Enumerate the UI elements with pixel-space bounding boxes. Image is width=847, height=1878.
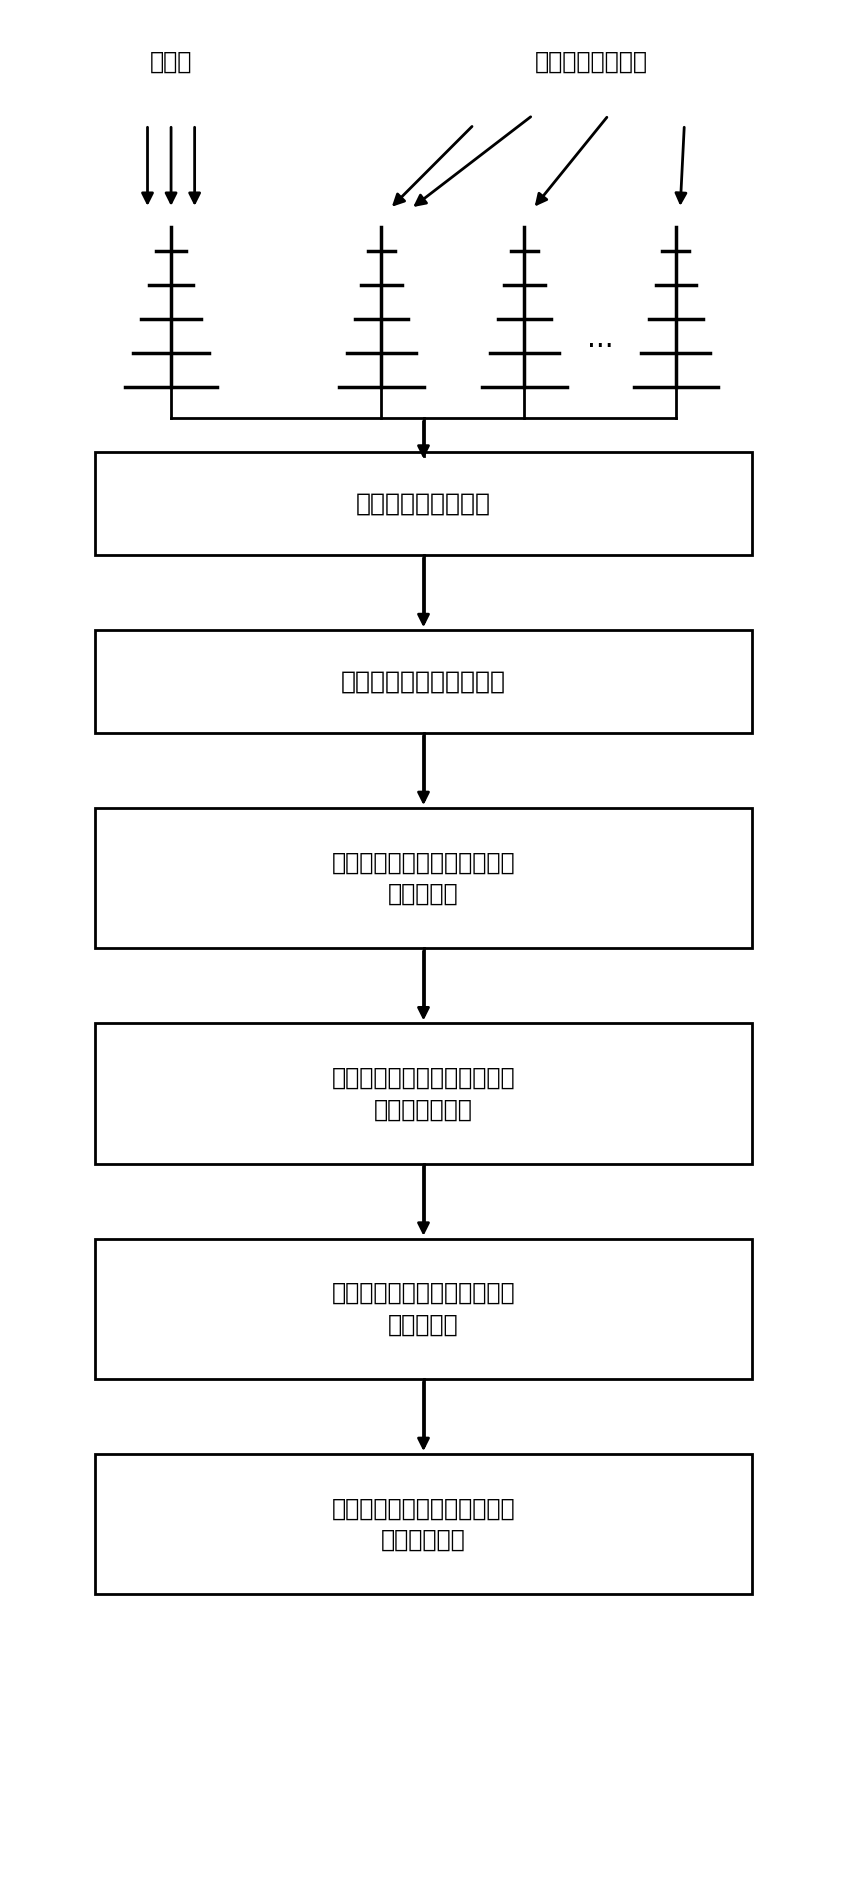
Text: 风电机组叶片回波: 风电机组叶片回波 bbox=[535, 49, 648, 73]
Text: 外辐射源雷达接收机: 外辐射源雷达接收机 bbox=[356, 492, 491, 516]
Bar bbox=[96, 808, 751, 948]
Bar bbox=[96, 1239, 751, 1378]
Bar bbox=[96, 629, 751, 732]
Text: 直达波: 直达波 bbox=[150, 49, 192, 73]
Text: 风电机组叶片回波时频图判断
叶片折损情况: 风电机组叶片回波时频图判断 叶片折损情况 bbox=[332, 1497, 515, 1551]
Text: 风电机组叶片回波距离谱自相
关估计叶片转速: 风电机组叶片回波距离谱自相 关估计叶片转速 bbox=[332, 1065, 515, 1121]
Text: ...: ... bbox=[587, 325, 613, 353]
Text: 风电机组叶片回波多普勒谱估
计叶面朝向: 风电机组叶片回波多普勒谱估 计叶面朝向 bbox=[332, 1281, 515, 1337]
Text: 获取风电机组所在距离元上的
距离谱数据: 获取风电机组所在距离元上的 距离谱数据 bbox=[332, 851, 515, 905]
Bar bbox=[96, 453, 751, 556]
Bar bbox=[96, 1024, 751, 1164]
Bar bbox=[96, 1454, 751, 1594]
Text: 信号预处理，获取距离谱: 信号预处理，获取距离谱 bbox=[341, 670, 506, 693]
